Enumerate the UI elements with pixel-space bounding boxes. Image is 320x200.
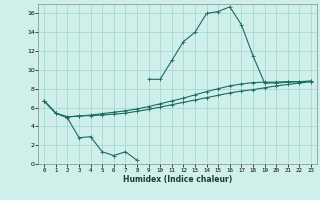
X-axis label: Humidex (Indice chaleur): Humidex (Indice chaleur): [123, 175, 232, 184]
